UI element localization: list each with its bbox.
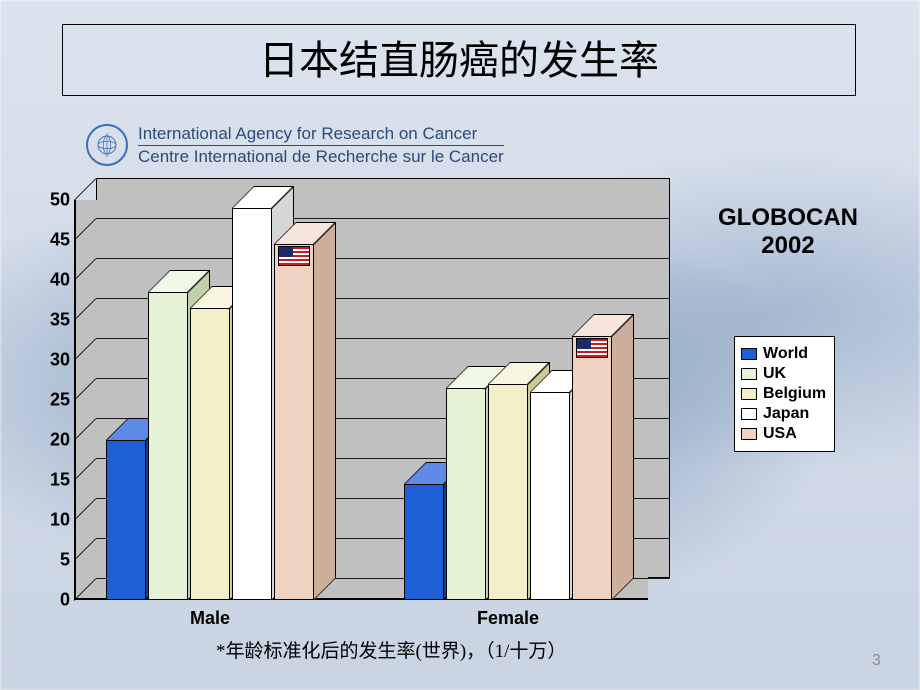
legend-label: UK: [763, 365, 786, 383]
title-box: 日本结直肠癌的发生率: [62, 24, 856, 96]
page-number: 3: [872, 652, 881, 670]
legend-item: USA: [741, 425, 826, 443]
y-tick-label: 30: [50, 350, 70, 371]
legend-swatch-icon: [741, 388, 757, 400]
y-tick-label: 10: [50, 510, 70, 531]
legend-label: Japan: [763, 405, 809, 423]
y-tick-label: 5: [60, 550, 70, 571]
bar: [404, 484, 444, 600]
bar: [148, 292, 188, 600]
source-line1: GLOBOCAN: [678, 204, 898, 232]
y-tick-label: 0: [60, 590, 70, 611]
legend-item: UK: [741, 365, 826, 383]
bar: [232, 208, 272, 600]
bar: [530, 392, 570, 600]
bar: [488, 384, 528, 600]
chart-legend: World UK Belgium Japan USA: [734, 336, 835, 452]
legend-swatch-icon: [741, 428, 757, 440]
source-label: GLOBOCAN 2002: [678, 204, 898, 260]
bar: [572, 336, 612, 600]
bar-chart: 05101520253035404550 MaleFemale: [74, 200, 648, 600]
x-category-label: Male: [106, 608, 314, 629]
source-line2: 2002: [678, 232, 898, 260]
legend-label: World: [763, 345, 808, 363]
slide-title: 日本结直肠癌的发生率: [259, 38, 659, 83]
iarc-header: International Agency for Research on Can…: [86, 124, 504, 166]
x-category-label: Female: [404, 608, 612, 629]
legend-label: Belgium: [763, 385, 826, 403]
usa-flag-icon: [278, 246, 310, 266]
usa-flag-icon: [576, 338, 608, 358]
bar: [190, 308, 230, 600]
legend-item: Belgium: [741, 385, 826, 403]
y-tick-label: 50: [50, 190, 70, 211]
legend-swatch-icon: [741, 348, 757, 360]
legend-swatch-icon: [741, 368, 757, 380]
who-logo-icon: [86, 124, 128, 166]
legend-label: USA: [763, 425, 797, 443]
slide: 日本结直肠癌的发生率 International Agency for Rese…: [0, 0, 920, 690]
y-tick-label: 15: [50, 470, 70, 491]
bar: [106, 440, 146, 600]
y-tick-label: 35: [50, 310, 70, 331]
footnote: *年龄标准化后的发生率(世界)，（1/十万）: [216, 636, 566, 663]
y-tick-label: 20: [50, 430, 70, 451]
iarc-line2: Centre International de Recherche sur le…: [138, 148, 504, 166]
y-tick-label: 25: [50, 390, 70, 411]
y-tick-label: 45: [50, 230, 70, 251]
legend-swatch-icon: [741, 408, 757, 420]
iarc-text: International Agency for Research on Can…: [138, 125, 504, 166]
legend-item: World: [741, 345, 826, 363]
bar: [446, 388, 486, 600]
iarc-divider: [138, 145, 504, 146]
y-tick-label: 40: [50, 270, 70, 291]
bar: [274, 244, 314, 600]
legend-item: Japan: [741, 405, 826, 423]
iarc-line1: International Agency for Research on Can…: [138, 125, 504, 143]
